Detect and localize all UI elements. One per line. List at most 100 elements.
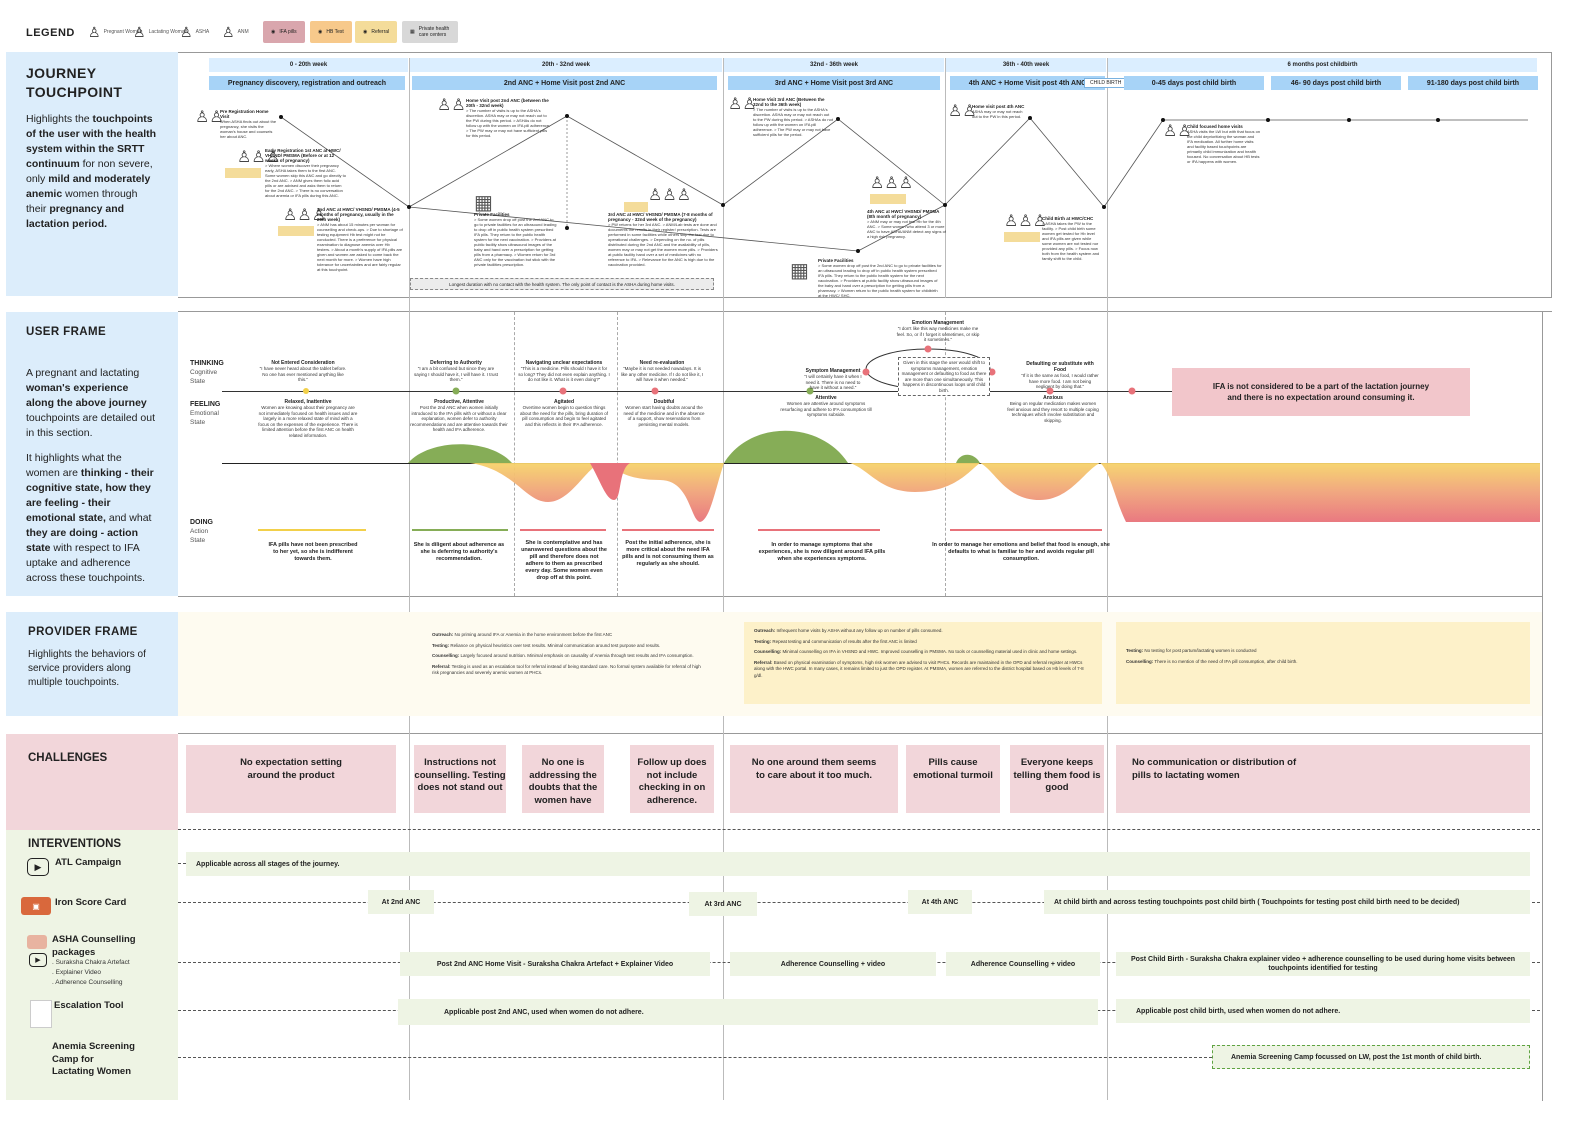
touchpoint-node xyxy=(407,205,411,209)
emotion-node xyxy=(559,387,567,395)
asha-icon: ♙ xyxy=(180,23,193,40)
touchpoint-node xyxy=(1102,205,1106,209)
doing-5: In order to manage symptoms that she exp… xyxy=(758,542,886,562)
provider-frame-section: PROVIDER FRAME Highlights the behaviors … xyxy=(6,612,178,716)
doing-2: She is diligent about adherence as she i… xyxy=(413,542,505,562)
legend-anm: ♙ ANM xyxy=(222,23,249,40)
escalation-bar-2: Applicable post child birth, used when w… xyxy=(1116,999,1530,1023)
challenge-8: No communication or distribution of pill… xyxy=(1116,745,1530,813)
divider xyxy=(178,733,1542,734)
section-description-2: It highlights what the women are thinkin… xyxy=(26,452,154,584)
user-frame-section: USER FRAME A pregnant and lactating woma… xyxy=(6,312,178,596)
asha-icon: ♙♙ xyxy=(437,97,466,114)
touchpoint-home-visit-3rd: Home Visit 3rd ANC (Between the 32nd to … xyxy=(753,97,833,137)
asha-icon: ♙♙ xyxy=(948,103,977,120)
doing-label: DOING xyxy=(190,519,213,526)
stage-name-3: 3rd ANC + Home Visit post 3rd ANC xyxy=(728,76,940,90)
touchpoint-node xyxy=(856,249,860,253)
touchpoint-pre-registration: Pre Registration Home Visit When ASHA fin… xyxy=(220,109,277,139)
doing-sub-2: State xyxy=(190,537,206,544)
anm-icon: ♙♙♙ xyxy=(870,175,914,192)
pregnant-woman-icon: ♙ xyxy=(88,23,101,40)
asha-bar-3rd: Adherence Counselling + video xyxy=(730,952,936,976)
touchpoint-node xyxy=(279,115,283,119)
divider xyxy=(178,311,1552,312)
emotion-4: Doubtful Women start having doubts around… xyxy=(623,399,705,427)
touchpoint-child-birth: Child Birth at HWC/CHC > ASHA takes the P… xyxy=(1042,216,1100,261)
column-line xyxy=(1107,58,1108,1100)
feeling-sub-2: State xyxy=(190,419,206,426)
column-line xyxy=(409,58,410,1100)
touchpoint-private-2: Private Facilities > Some women drop off … xyxy=(818,258,942,298)
anm-icon: ♙♙♙ xyxy=(1004,213,1048,230)
thinking-baseline xyxy=(222,391,1172,392)
emotion-node xyxy=(1128,387,1136,395)
emotion-node xyxy=(806,387,814,395)
asha-icon: ♙♙ xyxy=(728,96,757,113)
thought-4: Need re-evaluation "Maybe it is not neede… xyxy=(620,360,704,382)
touchpoint-node xyxy=(721,203,725,207)
provider-box-2: Outreach: Infrequent home visits by ASHA… xyxy=(744,622,1102,704)
stage-name-6: 46- 90 days post child birth xyxy=(1271,76,1401,90)
anm-icon: ♙♙♙ xyxy=(648,187,692,204)
referral-icon: ◉ xyxy=(363,29,368,35)
section-description: A pregnant and lactating woman's experie… xyxy=(26,367,156,439)
iron-bar-2nd: At 2nd ANC xyxy=(368,890,434,914)
stage-name-5: 0-45 days post child birth xyxy=(1124,76,1264,90)
section-title: PROVIDER FRAME xyxy=(28,626,138,638)
emotion-node xyxy=(651,387,659,395)
asha-icon: ♙♙ xyxy=(1163,123,1192,140)
escalation-label: Escalation Tool xyxy=(54,1000,124,1011)
touchpoint-home-visit-2nd: Home Visit post 2nd ANC (between the 20t… xyxy=(466,98,551,138)
anm-icon: ♙♙♙ xyxy=(283,207,327,224)
thought-6: Emotion Management "I don't like this way… xyxy=(896,320,980,342)
emotion-node xyxy=(924,345,932,353)
stage-week-1: 0 - 20th week xyxy=(209,58,409,72)
anemia-camp-label: Anemia Screening Camp for Lactating Women xyxy=(52,1041,135,1077)
doing-3: She is contemplative and has unanswered … xyxy=(521,540,607,581)
iron-bar-childbirth: At child birth and across testing touchp… xyxy=(1044,890,1530,914)
stage-week-3: 32nd - 36th week xyxy=(724,58,945,72)
doing-4: Post the initial adherence, she is more … xyxy=(622,540,714,567)
stage-name-4: 4th ANC + Home Visit post 4th ANC xyxy=(950,76,1105,90)
thought-3: Navigating unclear expectations "This is … xyxy=(518,360,610,382)
challenge-4: Follow up does not include checking in o… xyxy=(630,745,714,813)
emotion-curve xyxy=(226,345,1540,531)
document-icon xyxy=(30,1000,52,1028)
test-icon: ◉ xyxy=(318,29,323,35)
touchpoint-4th-anc: 4th ANC at HWC/ VHSND/ PMSMA (8th month … xyxy=(867,209,946,239)
ifa-hb-referral-chips xyxy=(225,168,261,178)
feeling-sub: Emotional xyxy=(190,410,219,417)
journey-touchpoint-section: JOURNEY TOUCHPOINT Highlights the touchp… xyxy=(6,52,178,296)
connector xyxy=(178,1057,1212,1058)
touchpoint-node xyxy=(565,114,569,118)
asha-counselling-label: ASHA Counselling packages xyxy=(52,934,136,958)
legend-lactating-woman: ♙ Lactating Woman xyxy=(133,23,188,40)
emotion-5: Attentive Women are attentive around symp… xyxy=(780,395,872,417)
touchpoint-node xyxy=(1266,118,1270,122)
asha-bar-4th: Adherence Counselling + video xyxy=(946,952,1100,976)
lactating-woman-icon: ♙ xyxy=(133,23,146,40)
emotion-node xyxy=(862,368,870,376)
touchpoint-node xyxy=(943,203,947,207)
play-icon: ▶ xyxy=(27,858,49,876)
legend-ifa-pills: ◉ IFA pills xyxy=(263,21,305,43)
touchpoint-private-1: Private Facilities > Some women drop off … xyxy=(474,212,557,267)
section-description: Highlights the touchpoints of the user w… xyxy=(26,113,157,230)
touchpoint-node xyxy=(1028,116,1032,120)
lactation-note: IFA is not considered to be a part of th… xyxy=(1172,368,1470,416)
challenge-5: No one around them seems to care about i… xyxy=(730,745,898,813)
stage-name-1: Pregnancy discovery, registration and ou… xyxy=(209,76,405,90)
anm-icon: ♙ xyxy=(222,23,235,40)
section-title: CHALLENGES xyxy=(28,752,108,764)
ifa-hb-referral-chips xyxy=(278,226,314,236)
atl-bar: Applicable across all stages of the jour… xyxy=(186,852,1530,876)
hospital-icon: ▦ xyxy=(790,260,809,282)
challenges-bottom-line xyxy=(178,829,1540,830)
legend-hb-test: ◉ HB Test xyxy=(310,21,352,43)
challenge-7: Everyone keeps telling them food is good xyxy=(1010,745,1104,813)
thinking-sub: Cognitive xyxy=(190,369,218,376)
hospital-icon: ▦ xyxy=(474,192,493,214)
emotion-2: Productive, Attentive Post the 2nd ANC wh… xyxy=(410,399,508,432)
emotion-loop-box: Given in this stage the user would shift… xyxy=(898,357,990,396)
